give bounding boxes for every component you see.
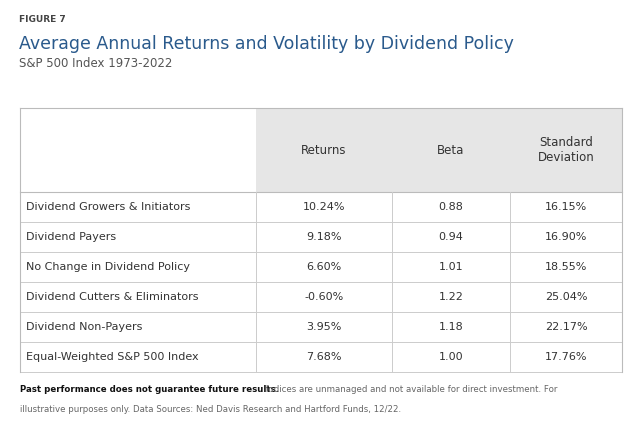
Text: 1.00: 1.00 [438,352,463,362]
Text: Standard
Deviation: Standard Deviation [538,136,595,164]
Text: Equal-Weighted S&P 500 Index: Equal-Weighted S&P 500 Index [26,352,199,362]
Text: 22.17%: 22.17% [545,322,588,332]
Text: No Change in Dividend Policy: No Change in Dividend Policy [26,262,191,272]
Text: 1.22: 1.22 [438,292,463,302]
Text: 7.68%: 7.68% [307,352,342,362]
Text: FIGURE 7: FIGURE 7 [19,15,66,24]
Bar [256,108,622,192]
Text: 25.04%: 25.04% [545,292,588,302]
Text: Beta: Beta [437,143,465,156]
Text: Past performance does not guarantee future results.: Past performance does not guarantee futu… [20,385,279,394]
Text: 6.60%: 6.60% [307,262,342,272]
Text: 9.18%: 9.18% [307,232,342,242]
Text: Dividend Payers: Dividend Payers [26,232,116,242]
Text: -0.60%: -0.60% [305,292,344,302]
Text: 3.95%: 3.95% [307,322,342,332]
Text: Dividend Cutters & Eliminators: Dividend Cutters & Eliminators [26,292,199,302]
Text: 1.01: 1.01 [438,262,463,272]
Text: 0.94: 0.94 [438,232,463,242]
Text: Returns: Returns [301,143,347,156]
Text: 16.15%: 16.15% [545,202,587,212]
Text: 17.76%: 17.76% [545,352,588,362]
Text: Indices are unmanaged and not available for direct investment. For: Indices are unmanaged and not available … [263,385,557,394]
Text: S&P 500 Index 1973-2022: S&P 500 Index 1973-2022 [19,57,173,70]
Text: Dividend Growers & Initiators: Dividend Growers & Initiators [26,202,191,212]
Text: 16.90%: 16.90% [545,232,587,242]
Text: 0.88: 0.88 [438,202,463,212]
Text: 10.24%: 10.24% [303,202,345,212]
Text: 1.18: 1.18 [438,322,463,332]
Text: 18.55%: 18.55% [545,262,587,272]
Text: Average Annual Returns and Volatility by Dividend Policy: Average Annual Returns and Volatility by… [19,35,514,53]
Text: illustrative purposes only. Data Sources: Ned Davis Research and Hartford Funds,: illustrative purposes only. Data Sources… [20,405,401,414]
Text: Dividend Non-Payers: Dividend Non-Payers [26,322,143,332]
